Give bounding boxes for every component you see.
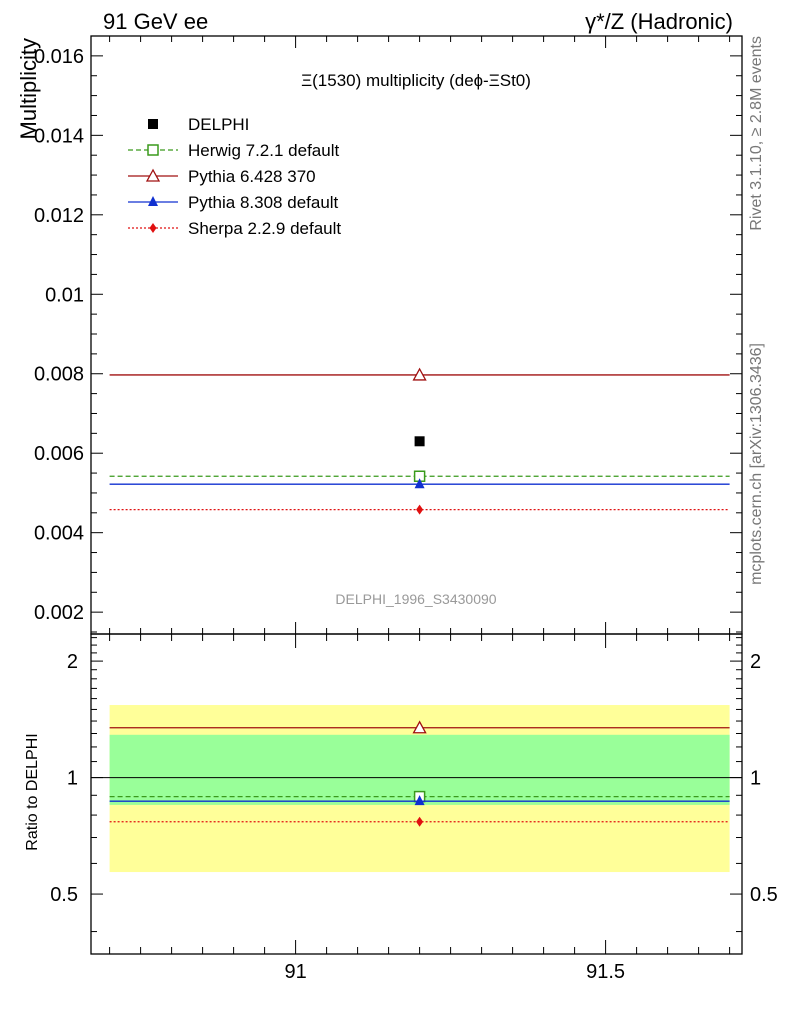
ratio-series (91, 720, 742, 827)
ratio-y-tick-label-right: 2 (750, 651, 761, 673)
legend-label-herwig-7-2-1-default: Herwig 7.2.1 default (188, 141, 339, 160)
ratio-ticks: 0.5 0.5 1 1 2 2 91 91.5 (50, 634, 778, 983)
main-ylabel: Multiplicity (16, 38, 41, 139)
main-title: Ξ(1530) multiplicity (deɸ-ΞSt0) (301, 71, 531, 90)
legend-label-pythia-8-308-default: Pythia 8.308 default (188, 193, 339, 212)
ratio-panel: 0.5 0.5 1 1 2 2 91 91.5 Ratio to DELPHI (24, 633, 778, 983)
y-tick-label: 0.016 (34, 46, 84, 68)
legend: DELPHI Herwig 7.2.1 default Pythia 6.428 3… (128, 115, 341, 238)
ratio-point-sherpa-2-2-9-default (416, 816, 424, 827)
ratio-y-tick-label-left: 0.5 (50, 884, 78, 906)
main-series (109, 367, 730, 515)
y-tick-label: 0.004 (34, 523, 84, 545)
x-tick-label: 91 (284, 961, 306, 983)
main-panel: 0.0020.0040.0060.0080.010.0120.0140.016 … (16, 35, 743, 635)
ratio-ylabel: Ratio to DELPHI (24, 733, 41, 850)
rivet-label: Rivet 3.1.10, ≥ 2.8M events (748, 36, 765, 231)
watermark: DELPHI_1996_S3430090 (335, 591, 496, 607)
ratio-frame (90, 633, 743, 955)
data-point-pythia-6-428-370 (412, 367, 427, 381)
y-tick-label: 0.014 (34, 125, 84, 147)
y-tick-label: 0.008 (34, 364, 84, 386)
y-tick-label: 0.006 (34, 443, 84, 465)
ratio-point-pythia-6-428-370 (412, 720, 427, 734)
y-tick-label: 0.01 (45, 284, 84, 306)
ratio-y-tick-label-left: 2 (67, 651, 78, 673)
mcplots-label: mcplots.cern.ch [arXiv:1306.3436] (748, 343, 765, 585)
data-point-sherpa-2-2-9-default (416, 504, 424, 515)
legend-marker-delphi (148, 119, 158, 129)
ratio-y-tick-label-left: 1 (67, 768, 78, 790)
legend-label-delphi: DELPHI (188, 115, 249, 134)
legend-marker-sherpa-2-2-9-default (149, 223, 157, 233)
ratio-point-pythia-8-308-default (414, 795, 425, 806)
ratio-bands (109, 705, 730, 873)
main-ticks: 0.002 0.004 0.006 0.008 0.01 0.012 0.014 0.016 (34, 36, 742, 634)
legend-marker-pythia-6-428-370 (145, 168, 161, 182)
data-point-delphi (414, 436, 425, 447)
data-point-pythia-8-308-default (414, 478, 425, 489)
y-tick-label: 0.012 (34, 205, 84, 227)
legend-label-sherpa-2-2-9-default: Sherpa 2.2.9 default (188, 219, 341, 238)
legend-marker-pythia-8-308-default (148, 196, 158, 206)
ratio-y-tick-label-right: 1 (750, 768, 761, 790)
legend-label-pythia-6-428-370: Pythia 6.428 370 (188, 167, 316, 186)
y-tick-label: 0.002 (34, 602, 84, 624)
header-left: 91 GeV ee (103, 9, 208, 34)
x-tick-label: 91.5 (586, 961, 625, 983)
header-right: γ*/Z (Hadronic) (585, 9, 733, 34)
ratio-y-tick-label-right: 0.5 (750, 884, 778, 906)
legend-marker-herwig-7-2-1-default (147, 144, 159, 156)
